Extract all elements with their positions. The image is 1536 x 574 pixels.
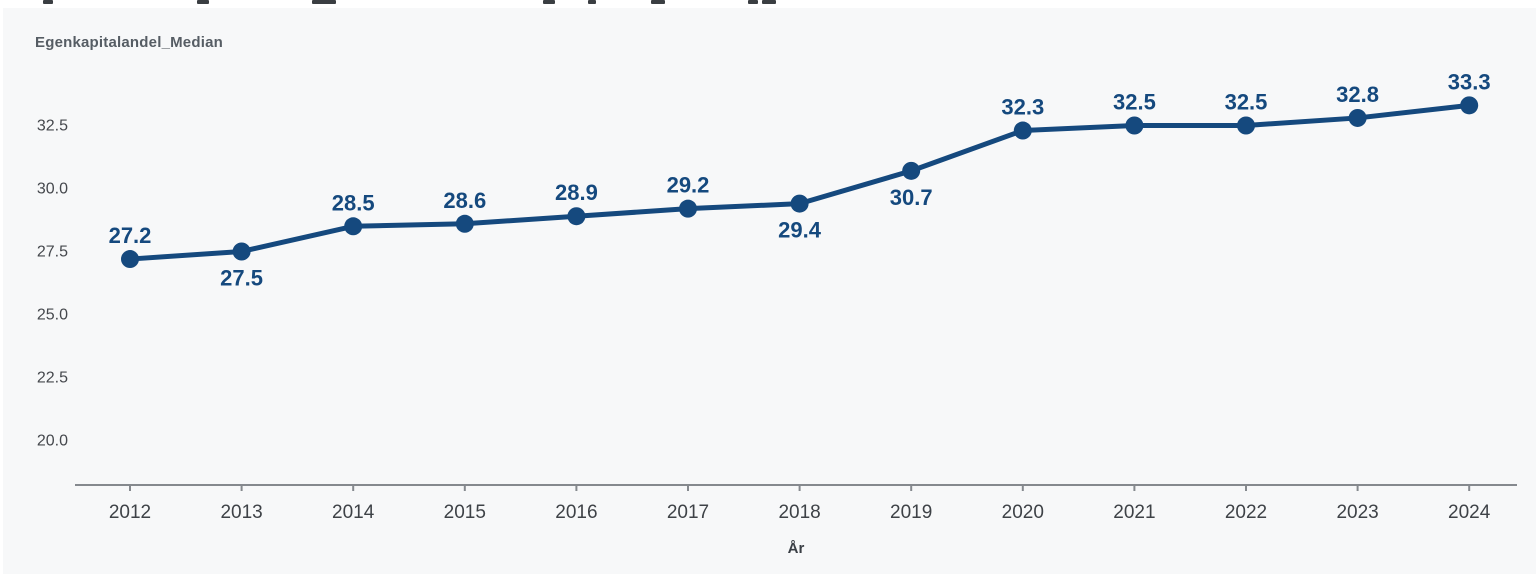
data-point-marker[interactable] — [679, 199, 697, 218]
data-point-marker[interactable] — [902, 161, 921, 180]
x-tick-label: 2016 — [555, 502, 597, 523]
clipped-heading-fragment — [762, 0, 776, 4]
data-point-label: 32.3 — [1001, 95, 1044, 120]
data-point-marker[interactable] — [1348, 108, 1367, 127]
data-point-marker[interactable] — [455, 214, 474, 233]
data-point-label: 32.5 — [1225, 90, 1268, 115]
data-point-marker[interactable] — [1460, 96, 1479, 115]
data-point-marker[interactable] — [232, 242, 251, 261]
clipped-heading-fragment — [197, 0, 209, 4]
data-point-label: 28.5 — [332, 190, 375, 215]
y-tick-label: 27.5 — [37, 244, 68, 261]
data-point-label: 29.2 — [667, 173, 710, 198]
data-point-label: 30.7 — [890, 185, 933, 210]
x-tick-label: 2023 — [1336, 502, 1378, 523]
y-tick-label: 25.0 — [37, 307, 68, 324]
x-tick-label: 2020 — [1002, 502, 1044, 523]
x-tick-label: 2019 — [890, 502, 932, 523]
x-tick-label: 2024 — [1448, 502, 1491, 523]
clipped-heading-strip — [0, 0, 1536, 8]
data-point-marker[interactable] — [121, 250, 139, 269]
data-point-label: 29.4 — [778, 218, 822, 243]
x-tick-label: 2018 — [778, 502, 820, 523]
y-tick-label: 30.0 — [37, 181, 68, 198]
data-point-marker[interactable] — [1125, 116, 1144, 135]
x-tick-label: 2022 — [1225, 502, 1267, 523]
data-point-marker[interactable] — [344, 217, 363, 236]
x-tick-label: 2017 — [667, 502, 709, 523]
data-point-marker[interactable] — [567, 207, 586, 226]
data-point-label: 27.5 — [220, 266, 263, 291]
y-axis-title: Egenkapitalandel_Median — [35, 34, 223, 51]
data-point-label: 28.9 — [555, 180, 598, 205]
clipped-heading-fragment — [651, 0, 665, 4]
y-tick-label: 22.5 — [37, 370, 68, 387]
data-point-label: 28.6 — [443, 188, 486, 213]
x-tick-label: 2015 — [444, 502, 486, 523]
clipped-heading-fragment — [543, 0, 555, 4]
data-point-label: 27.2 — [109, 223, 152, 248]
data-point-label: 32.5 — [1113, 90, 1156, 115]
x-tick-label: 2013 — [220, 502, 262, 523]
data-point-label: 33.3 — [1448, 69, 1491, 94]
clipped-heading-fragment — [312, 0, 336, 4]
x-tick-label: 2021 — [1113, 502, 1155, 523]
data-point-marker[interactable] — [790, 194, 809, 213]
data-point-marker[interactable] — [1237, 116, 1255, 135]
x-tick-label: 2012 — [109, 502, 151, 523]
data-point-marker[interactable] — [1013, 121, 1032, 140]
clipped-heading-fragment — [43, 0, 53, 4]
chart-panel — [3, 8, 1536, 574]
clipped-heading-fragment — [748, 0, 758, 4]
x-axis-title: År — [787, 540, 805, 557]
y-tick-label: 20.0 — [37, 433, 68, 450]
clipped-heading-fragment — [588, 0, 596, 4]
y-tick-label: 32.5 — [37, 118, 68, 135]
x-tick-label: 2014 — [332, 502, 375, 523]
data-point-label: 32.8 — [1336, 82, 1379, 107]
